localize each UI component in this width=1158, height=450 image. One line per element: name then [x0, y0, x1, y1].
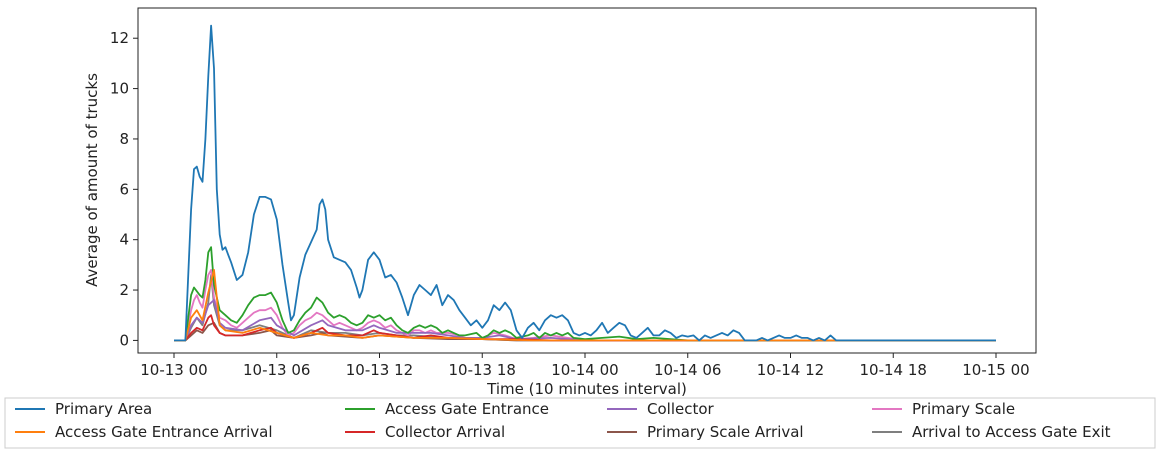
x-axis-title: Time (10 minutes interval): [486, 380, 687, 398]
legend-label-collector: Collector: [647, 400, 715, 418]
legend-label-arrival-to-access-gate-exit: Arrival to Access Gate Exit: [912, 423, 1111, 441]
y-tick-label: 6: [119, 180, 129, 198]
x-tick-label: 10-13 06: [243, 361, 310, 379]
series-line-collector: [174, 299, 996, 342]
series-lines: [174, 24, 996, 342]
y-tick-label: 2: [119, 281, 129, 299]
x-tick-label: 10-14 12: [757, 361, 824, 379]
y-tick-label: 8: [119, 130, 129, 148]
series-line-arrival-to-access-gate-exit: [174, 274, 996, 342]
legend-frame: [4, 397, 1156, 449]
x-tick-label: 10-13 12: [346, 361, 413, 379]
x-axis: 10-13 00 10-13 06 10-13 12 10-13 18 10-14 00…: [140, 353, 1030, 379]
series-line-access-gate-entrance-arrival: [174, 269, 996, 342]
y-tick-label: 0: [119, 331, 129, 349]
series-line-access-gate-entrance: [174, 246, 996, 342]
series-line-primary-area: [174, 24, 996, 342]
x-tick-label: 10-13 00: [140, 361, 207, 379]
series-line-primary-scale: [174, 269, 996, 342]
legend: Primary Area Access Gate Entrance Collecto…: [4, 397, 1156, 449]
legend-label-collector-arrival: Collector Arrival: [385, 423, 505, 441]
x-tick-label: 10-14 00: [551, 361, 618, 379]
y-tick-label: 10: [110, 80, 129, 98]
y-tick-label: 12: [110, 29, 129, 47]
legend-label-primary-scale: Primary Scale: [912, 400, 1015, 418]
x-tick-label: 10-13 18: [449, 361, 516, 379]
legend-label-access-gate-entrance-arrival: Access Gate Entrance Arrival: [55, 423, 273, 441]
x-tick-label: 10-14 18: [860, 361, 927, 379]
y-axis-title: Average of amount of trucks: [83, 73, 101, 287]
x-tick-label: 10-15 00: [962, 361, 1029, 379]
y-tick-label: 4: [119, 231, 129, 249]
legend-label-access-gate-entrance: Access Gate Entrance: [385, 400, 549, 418]
plot-area-frame: [137, 7, 1037, 354]
x-tick-label: 10-14 06: [654, 361, 721, 379]
y-axis: 0 2 4 6 8 10 12: [110, 29, 138, 349]
legend-label-primary-area: Primary Area: [55, 400, 152, 418]
legend-label-primary-scale-arrival: Primary Scale Arrival: [647, 423, 804, 441]
